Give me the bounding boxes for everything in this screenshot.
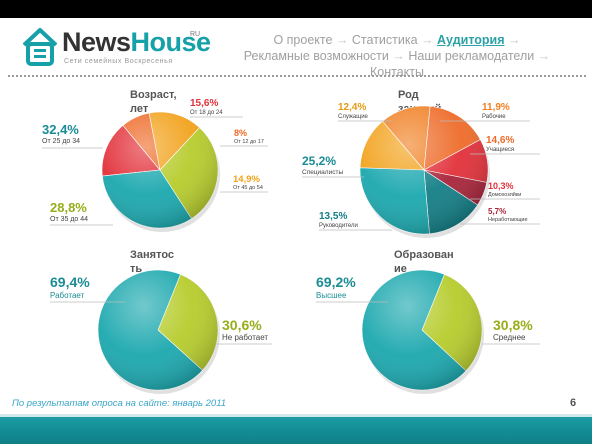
top-bar	[0, 0, 592, 18]
occ-slice-2-pct: 14,6%	[486, 135, 514, 146]
age-slice-2-pct: 14,9%	[233, 174, 260, 185]
occ-slice-6-label: Специалисты	[302, 169, 343, 176]
nav-link-advertisers[interactable]: Наши рекламодатели	[408, 49, 535, 63]
survey-source-note: По результатам опроса на сайте: январь 2…	[12, 398, 227, 409]
age-pie	[101, 111, 220, 232]
house-icon	[22, 28, 58, 66]
age-slice-3-pct: 28,8%	[50, 200, 87, 215]
pie-gloss	[98, 270, 218, 390]
nav-link-statistics[interactable]: Статистика	[351, 33, 418, 47]
arrow-right-icon: →	[421, 33, 434, 47]
pie-gloss	[102, 112, 218, 228]
age-slice-3-label: От 35 до 44	[50, 216, 88, 223]
occ-slice-6-pct: 25,2%	[302, 154, 336, 168]
occ-slice-4-label: Неработающие	[488, 217, 528, 223]
emp-slice-0-pct: 30,6%	[222, 317, 262, 333]
bottom-bar	[0, 414, 592, 444]
header-divider	[8, 75, 586, 77]
occ-slice-1-label: Рабочие	[482, 114, 506, 120]
pie-gloss	[362, 270, 482, 390]
age-slice-4-label: От 25 до 34	[42, 138, 80, 145]
education-labels: 69,2% Высшее 30,8% Среднее	[316, 274, 540, 345]
arrow-right-icon: →	[537, 49, 551, 63]
occupation-pie	[359, 105, 490, 238]
education-chart: Образован ие 69,2% Высшее 30,8% Среднее	[316, 249, 540, 394]
age-labels: 32,4% От 25 до 34 28,8% От 35 до 44 15,6…	[42, 98, 268, 226]
emp-slice-1-pct: 69,4%	[50, 274, 90, 290]
edu-slice-1-pct: 69,2%	[316, 274, 356, 290]
age-slice-4-pct: 32,4%	[42, 122, 79, 137]
occ-slice-5-pct: 13,5%	[319, 211, 347, 222]
nav-link-audience[interactable]: Аудитория	[437, 33, 505, 47]
logo-ru: RU	[190, 31, 201, 38]
edu-title-line2: ие	[394, 263, 407, 275]
emp-slice-0-label: Не работает	[222, 333, 268, 342]
age-slice-0-label: От 18 до 24	[190, 110, 223, 116]
occ-slice-0-label: Служащие	[338, 114, 369, 120]
occ-slice-4-pct: 5,7%	[488, 207, 506, 216]
emp-title-line2: ть	[130, 263, 142, 275]
occupation-chart: Род занятий 12,4% Служащие 11,9% Рабочие…	[302, 89, 540, 238]
employment-labels: 69,4% Работает 30,6% Не работает	[50, 274, 272, 345]
employment-chart: Занятос ть 69,4% Работает 30,6% Не работ…	[50, 249, 272, 394]
age-chart: Возраст, лет 32,4% От 25 до 34 28,8% От …	[42, 89, 268, 232]
nav-link-ad-options[interactable]: Рекламные возможности	[243, 49, 389, 63]
occupation-labels: 12,4% Служащие 11,9% Рабочие 14,6% Учащи…	[302, 102, 540, 231]
employment-pie	[97, 269, 220, 394]
emp-title-line1: Занятос	[130, 249, 174, 261]
age-slice-1-pct: 8%	[234, 128, 247, 138]
arrow-right-icon: →	[508, 33, 521, 47]
occ-slice-0-pct: 12,4%	[338, 102, 366, 113]
age-title-line1: Возраст,	[130, 89, 177, 101]
newshouse-logo[interactable]: NewsHouse RU Сети семейных Воскресенья	[20, 25, 220, 69]
arrow-right-icon: →	[335, 33, 349, 47]
occ-slice-5-label: Руководители	[319, 223, 358, 229]
arrow-right-icon: →	[392, 49, 405, 63]
age-slice-1-label: От 12 до 17	[234, 139, 264, 145]
page-number: 6	[570, 397, 577, 409]
occ-title-line1: Род	[398, 89, 419, 101]
occ-slice-1-pct: 11,9%	[482, 102, 510, 113]
edu-slice-1-label: Высшее	[316, 291, 347, 300]
age-chart-title: Возраст, лет	[130, 89, 180, 115]
logo-wordmark: NewsHouse	[62, 27, 211, 57]
logo-tagline: Сети семейных Воскресенья	[64, 58, 173, 65]
edu-title-line1: Образован	[394, 249, 454, 261]
education-chart-title: Образован ие	[394, 249, 457, 275]
occ-slice-2-label: Учащиеся	[486, 147, 514, 153]
edu-slice-0-label: Среднее	[493, 333, 526, 342]
age-slice-2-label: От 45 до 54	[233, 185, 263, 191]
breadcrumb-nav: О проекте → Статистика → Аудитория → Рек…	[232, 32, 562, 80]
edu-slice-0-pct: 30,8%	[493, 317, 533, 333]
age-slice-0-pct: 15,6%	[190, 98, 218, 109]
age-title-line2: лет	[130, 103, 149, 115]
employment-chart-title: Занятос ть	[130, 249, 177, 275]
occ-slice-3-label: Домохозяйки	[488, 191, 521, 198]
nav-link-about[interactable]: О проекте	[273, 33, 333, 47]
occ-slice-3-pct: 10,3%	[488, 181, 514, 191]
emp-slice-1-label: Работает	[50, 291, 85, 300]
education-pie	[361, 269, 484, 394]
pie-gloss	[360, 106, 488, 234]
